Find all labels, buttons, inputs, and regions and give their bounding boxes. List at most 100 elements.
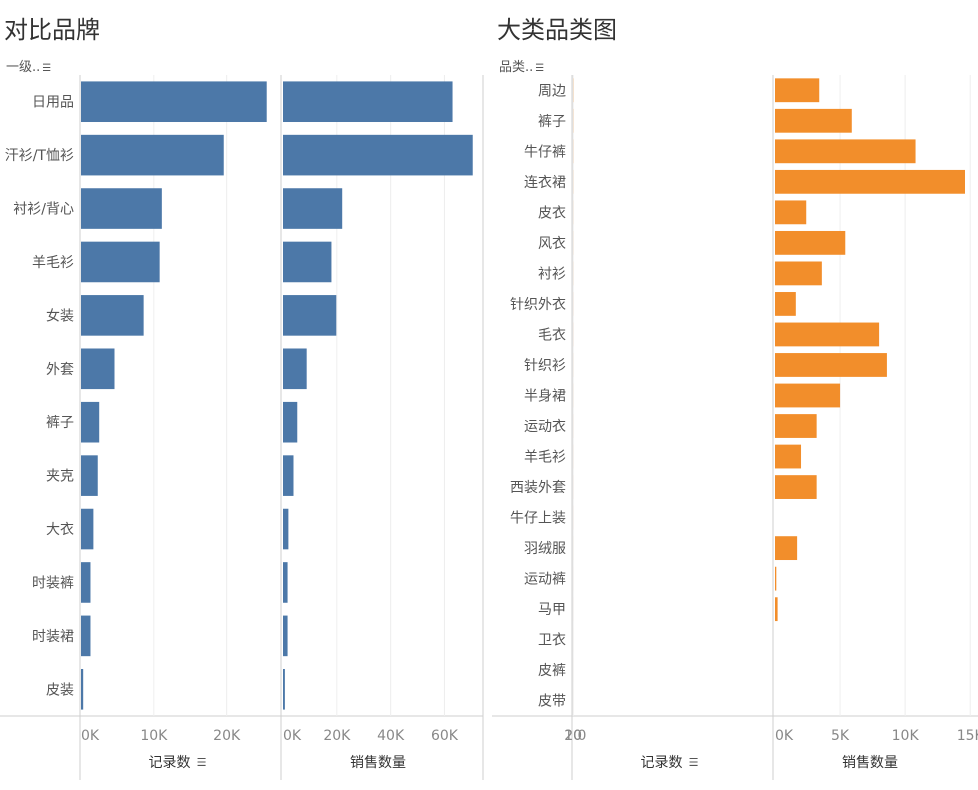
left-category-label: 日用品 xyxy=(32,95,74,111)
left-bar xyxy=(81,401,100,443)
right-axis-title: 销售数量 xyxy=(842,755,898,771)
left-bar xyxy=(81,668,84,710)
left-bar xyxy=(81,241,160,283)
left-category-label: 裤子 xyxy=(46,415,74,431)
right-category-label: 周边 xyxy=(538,83,566,99)
right-bar xyxy=(775,261,822,286)
sort-icon: ☰ xyxy=(197,756,207,769)
left-category-label: 皮装 xyxy=(46,682,74,698)
left-chart-title: 对比品牌 xyxy=(4,16,100,44)
right-bar xyxy=(775,139,916,164)
right-tick-label: 20 xyxy=(564,728,582,744)
right-category-label: 皮衣 xyxy=(538,205,566,221)
right-bar xyxy=(775,444,802,469)
right-bar xyxy=(775,414,817,438)
right-bar xyxy=(775,597,778,622)
left-tick-label: 20K xyxy=(213,728,241,744)
left-bar xyxy=(81,615,91,657)
left-bar xyxy=(81,81,267,123)
left-category-label: 女装 xyxy=(46,307,74,324)
right-chart-title: 大类品类图 xyxy=(497,16,617,44)
left-dimension-label: 一级.. xyxy=(6,60,41,75)
right-tick-label: 5K xyxy=(831,728,850,744)
left-bar xyxy=(81,455,98,496)
left-bar xyxy=(81,562,91,603)
left-category-label: 羊毛衫 xyxy=(32,255,74,271)
right-category-label: 皮裤 xyxy=(538,663,566,679)
right-bar xyxy=(775,322,880,347)
right-dimension-label: 品类.. xyxy=(499,60,534,75)
left-bar xyxy=(283,295,337,336)
right-category-label: 羽绒服 xyxy=(524,541,566,557)
right-category-label: 裤子 xyxy=(538,114,566,130)
left-bar xyxy=(283,508,289,550)
right-category-label: 马甲 xyxy=(538,602,566,618)
right-category-label: 皮带 xyxy=(538,694,566,710)
right-bar xyxy=(775,383,841,408)
left-category-label: 外套 xyxy=(46,362,74,378)
left-dimension-header[interactable]: 一级.. ☰ xyxy=(6,56,51,75)
left-bar xyxy=(81,508,94,550)
left-category-label: 时装裤 xyxy=(32,575,74,591)
right-bar xyxy=(775,78,820,103)
left-axis-title: 销售数量 xyxy=(350,755,406,771)
right-bar xyxy=(775,536,798,561)
right-dimension-header[interactable]: 品类.. ☰ xyxy=(499,56,544,75)
right-tick-label: 0 xyxy=(578,728,587,744)
left-bar xyxy=(283,81,453,123)
right-tick-label: 10K xyxy=(892,728,920,744)
left-bar xyxy=(81,134,224,176)
left-bar xyxy=(283,455,294,496)
right-category-label: 运动裤 xyxy=(524,572,566,588)
right-category-label: 牛仔上装 xyxy=(510,511,566,527)
right-bar xyxy=(775,566,777,591)
left-bar xyxy=(283,401,298,443)
right-category-label: 针织衫 xyxy=(524,358,566,374)
left-bar xyxy=(283,134,473,176)
sort-icon: ☰ xyxy=(689,756,699,769)
right-category-label: 衬衫 xyxy=(538,266,566,282)
left-category-label: 时装裙 xyxy=(32,629,74,645)
left-category-label: 汗衫/T恤衫 xyxy=(5,148,74,164)
right-category-label: 风衣 xyxy=(538,236,566,252)
right-tick-label: 10 xyxy=(564,728,582,744)
left-bar xyxy=(81,295,144,336)
left-bar xyxy=(283,241,332,283)
right-chart-panel: 周边裤子牛仔裤连衣裙皮衣风衣衬衫针织外衣毛衣针织衫半身裙运动衣羊毛衫西装外套牛仔… xyxy=(492,75,978,780)
left-bar xyxy=(283,615,288,657)
right-category-label: 半身裙 xyxy=(524,389,566,405)
left-bar xyxy=(283,668,285,710)
right-category-label: 运动衣 xyxy=(524,419,566,435)
right-category-label: 毛衣 xyxy=(538,327,566,343)
right-bar xyxy=(775,108,852,133)
right-tick-label: 0K xyxy=(775,728,794,744)
right-bar xyxy=(775,353,887,377)
left-tick-label: 0K xyxy=(81,728,100,744)
left-bar xyxy=(81,188,162,229)
left-tick-label: 10K xyxy=(140,728,168,744)
left-category-label: 衬衫/背心 xyxy=(13,202,74,218)
right-category-label: 连衣裙 xyxy=(524,175,566,191)
right-bar xyxy=(775,230,846,255)
right-tick-label: 15K xyxy=(957,728,978,744)
right-category-label: 西装外套 xyxy=(510,480,566,496)
sort-icon[interactable]: ☰ xyxy=(535,63,545,74)
right-bar xyxy=(775,169,965,194)
left-bar xyxy=(81,348,115,390)
right-bar xyxy=(775,200,807,225)
sort-icon[interactable]: ☰ xyxy=(42,63,52,74)
left-axis-title: 记录数 xyxy=(149,755,191,771)
left-category-label: 夹克 xyxy=(46,469,74,485)
left-tick-label: 0K xyxy=(283,728,302,744)
left-bar xyxy=(283,188,343,229)
right-bar xyxy=(775,292,796,316)
right-bar xyxy=(775,475,817,499)
right-category-label: 卫衣 xyxy=(538,633,566,649)
left-bar xyxy=(283,348,307,390)
left-tick-label: 40K xyxy=(377,728,405,744)
right-axis-title: 记录数 xyxy=(641,755,683,771)
left-tick-label: 20K xyxy=(323,728,351,744)
right-category-label: 牛仔裤 xyxy=(524,144,566,160)
